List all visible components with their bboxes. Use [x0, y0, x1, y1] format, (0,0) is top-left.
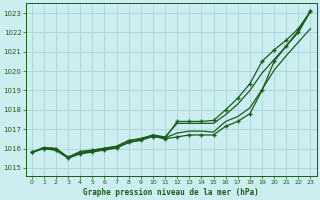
X-axis label: Graphe pression niveau de la mer (hPa): Graphe pression niveau de la mer (hPa)	[83, 188, 259, 197]
